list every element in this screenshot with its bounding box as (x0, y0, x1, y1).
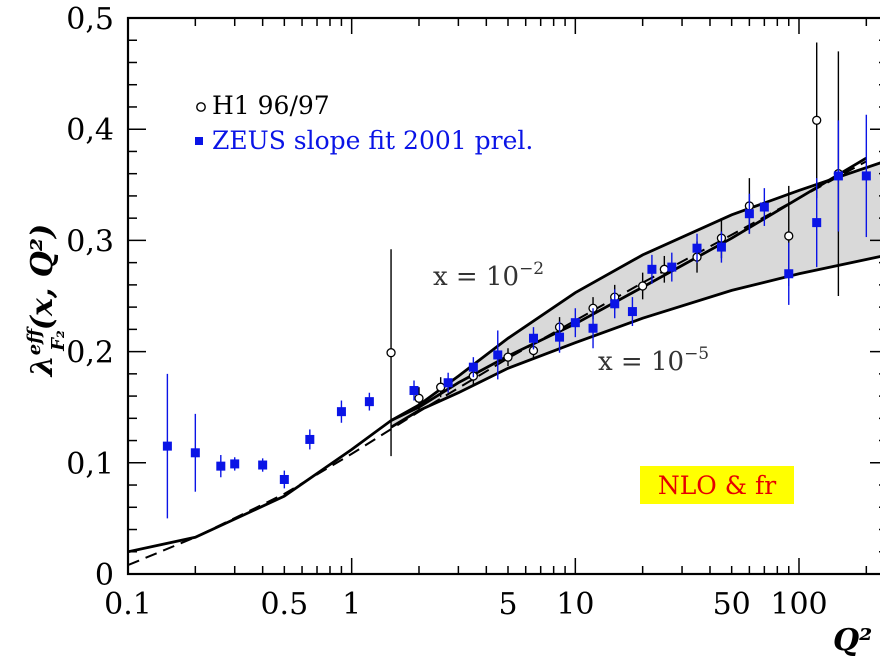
legend-zeus-label: ZEUS slope fit 2001 prel. (212, 126, 533, 155)
x-tick-label-0: 0.1 (104, 587, 152, 622)
y-tick-label-3: 0,3 (66, 224, 114, 259)
curve-line-3 (128, 160, 867, 567)
point-h1-10 (659, 264, 669, 274)
curve-label-x1e-5-base: x = 10 (598, 347, 684, 377)
point-zeus-14 (555, 332, 565, 342)
x-tick-label-4: 10 (556, 587, 594, 622)
point-h1-2 (436, 382, 446, 392)
x-tick-label-3: 5 (498, 587, 517, 622)
curve-label-x1e-5-exp: −5 (684, 344, 709, 364)
point-zeus-24 (759, 202, 769, 212)
legend-zeus-marker (195, 137, 203, 145)
point-zeus-25 (784, 269, 794, 279)
point-zeus-4 (258, 460, 268, 470)
y-axis-title-sub: F₂ (48, 330, 69, 352)
curve-label-x1e-2-exp: −2 (519, 259, 544, 279)
nlo-badge-text: NLO & fr (658, 471, 776, 500)
point-h1-9 (638, 281, 648, 291)
point-zeus-18 (627, 307, 637, 317)
point-zeus-27 (833, 171, 843, 181)
point-zeus-3 (230, 459, 240, 469)
point-zeus-11 (468, 362, 478, 372)
point-zeus-17 (610, 299, 620, 309)
y-tick-label-5: 0,5 (66, 2, 114, 37)
point-zeus-9 (409, 386, 419, 396)
x-tick-label-1: 0.5 (260, 587, 308, 622)
point-h1-15 (812, 115, 822, 125)
x-tick-label-5: 50 (713, 587, 751, 622)
x-axis-title: Q² (833, 623, 872, 658)
point-zeus-22 (716, 242, 726, 252)
point-zeus-15 (570, 318, 580, 328)
x-tick-label-6: 100 (770, 587, 827, 622)
nlo-badge-bg (640, 466, 794, 504)
point-h1-4 (503, 352, 513, 362)
point-zeus-6 (305, 434, 315, 444)
axis-tick-labels: 0.1 0.5 1 5 10 50 100 0 0,1 0,2 0,3 0,4 0,5 (66, 2, 827, 622)
y-tick-label-2: 0,2 (66, 336, 114, 371)
point-h1-14 (784, 231, 794, 241)
y-tick-label-0: 0 (95, 558, 114, 593)
curve-label-x1e-2: x = 10−2 (433, 259, 544, 292)
curve-label-x1e-5: x = 10−5 (598, 344, 709, 377)
point-zeus-19 (647, 264, 657, 274)
uncertainty-band (391, 163, 880, 428)
x-tick-label-2: 1 (342, 587, 361, 622)
point-zeus-0 (162, 441, 172, 451)
band-area (391, 163, 880, 428)
point-h1-0 (386, 348, 396, 358)
curve-label-x1e-2-base: x = 10 (433, 262, 519, 292)
axis-ticks (127, 17, 880, 575)
data-points (162, 42, 871, 519)
point-zeus-20 (667, 262, 677, 272)
legend-h1-marker (196, 102, 206, 112)
point-zeus-7 (336, 407, 346, 417)
y-tick-label-1: 0,1 (66, 447, 114, 482)
point-zeus-5 (279, 474, 289, 484)
y-axis-title-args: (x, Q²) (25, 224, 60, 330)
point-zeus-21 (692, 243, 702, 253)
curve-line-0 (128, 161, 880, 554)
point-zeus-1 (190, 448, 200, 458)
y-axis-title-sup: eff (24, 326, 45, 355)
point-zeus-12 (493, 350, 503, 360)
legend: H1 96/97 ZEUS slope fit 2001 prel. (195, 91, 533, 155)
y-axis-title-base: λ (25, 355, 60, 378)
point-zeus-23 (744, 209, 754, 219)
legend-h1-label: H1 96/97 (212, 91, 330, 120)
point-zeus-13 (528, 333, 538, 343)
point-zeus-26 (812, 218, 822, 228)
point-zeus-2 (216, 461, 226, 471)
y-axis-title: λeff F₂(x, Q²) (24, 224, 69, 379)
y-tick-label-4: 0,4 (66, 113, 114, 148)
point-zeus-16 (588, 323, 598, 333)
point-zeus-10 (443, 378, 453, 388)
point-zeus-28 (861, 171, 871, 181)
point-h1-1 (414, 393, 424, 403)
nlo-badge: NLO & fr (640, 466, 794, 504)
point-zeus-8 (364, 397, 374, 407)
